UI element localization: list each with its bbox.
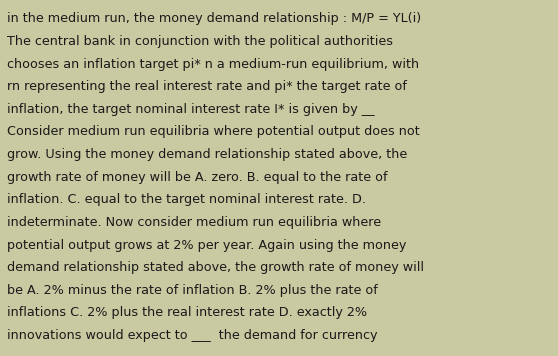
Text: inflation, the target nominal interest rate I* is given by __: inflation, the target nominal interest r…: [7, 103, 375, 116]
Text: The central bank in conjunction with the political authorities: The central bank in conjunction with the…: [7, 35, 393, 48]
Text: Consider medium run equilibria where potential output does not: Consider medium run equilibria where pot…: [7, 126, 420, 138]
Text: be A. 2% minus the rate of inflation B. 2% plus the rate of: be A. 2% minus the rate of inflation B. …: [7, 284, 378, 297]
Text: indeterminate. Now consider medium run equilibria where: indeterminate. Now consider medium run e…: [7, 216, 381, 229]
Text: demand relationship stated above, the growth rate of money will: demand relationship stated above, the gr…: [7, 261, 424, 274]
Text: chooses an inflation target pi* n a medium-run equilibrium, with: chooses an inflation target pi* n a medi…: [7, 58, 420, 71]
Text: inflation. C. equal to the target nominal interest rate. D.: inflation. C. equal to the target nomina…: [7, 193, 366, 206]
Text: grow. Using the money demand relationship stated above, the: grow. Using the money demand relationshi…: [7, 148, 407, 161]
Text: potential output grows at 2% per year. Again using the money: potential output grows at 2% per year. A…: [7, 239, 407, 252]
Text: in the medium run, the money demand relationship : M/P = YL(i): in the medium run, the money demand rela…: [7, 12, 421, 26]
Text: innovations would expect to ___  the demand for currency: innovations would expect to ___ the dema…: [7, 329, 378, 342]
Text: inflations C. 2% plus the real interest rate D. exactly 2%: inflations C. 2% plus the real interest …: [7, 306, 367, 319]
Text: rn representing the real interest rate and pi* the target rate of: rn representing the real interest rate a…: [7, 80, 407, 93]
Text: growth rate of money will be A. zero. B. equal to the rate of: growth rate of money will be A. zero. B.…: [7, 171, 388, 184]
